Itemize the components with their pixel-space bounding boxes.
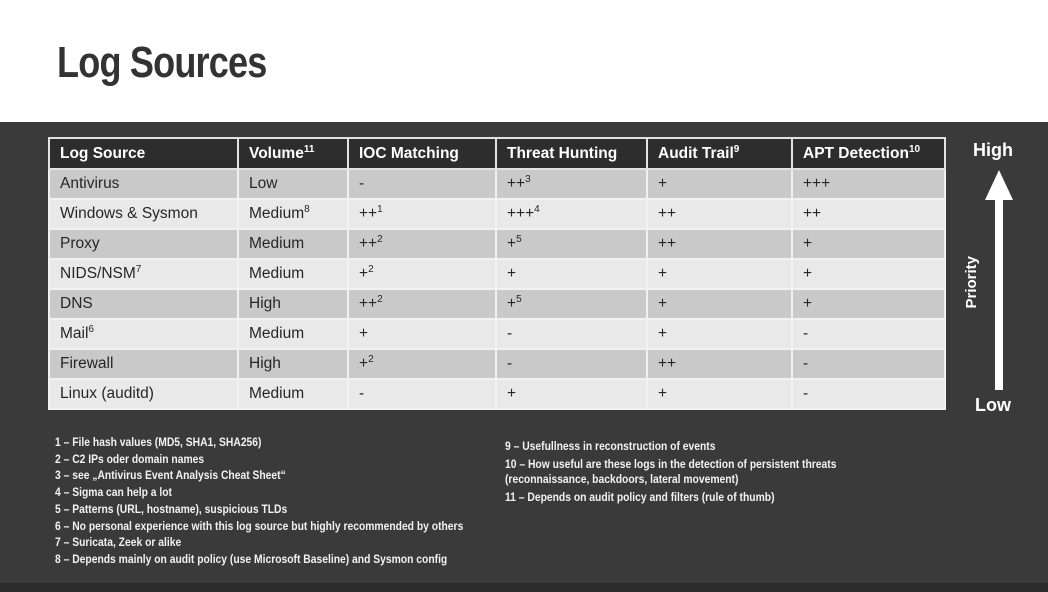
footnote-item: 11 – Depends on audit policy and filters… xyxy=(505,490,836,505)
table-cell: + xyxy=(791,228,946,260)
column-header: Log Source xyxy=(48,137,239,170)
priority-axis-label: Priority xyxy=(963,256,980,309)
table-row: DNS High ++2 +5 + + xyxy=(48,288,946,320)
table-cell: NIDS/NSM7 xyxy=(48,258,239,290)
column-header: Audit Trail9 xyxy=(646,137,793,170)
table-cell: ++3 xyxy=(495,168,648,200)
table-cell: +++ xyxy=(791,168,946,200)
table-cell: +5 xyxy=(495,228,648,260)
table-cell: ++ xyxy=(791,198,946,230)
table-cell: Medium8 xyxy=(237,198,349,230)
table-cell: +5 xyxy=(495,288,648,320)
table-cell: ++1 xyxy=(347,198,497,230)
table-cell: Proxy xyxy=(48,228,239,260)
footnote-line: 3 – see „Antivirus Event Analysis Cheat … xyxy=(55,468,286,483)
table-cell: - xyxy=(791,378,946,410)
footnote-item: 10 – How useful are these logs in the de… xyxy=(505,457,836,487)
table-cell: Mail6 xyxy=(48,318,239,350)
table-cell: High xyxy=(237,288,349,320)
table-cell: - xyxy=(347,168,497,200)
footnote-line: 10 – How useful are these logs in the de… xyxy=(505,457,837,471)
table-cell: + xyxy=(646,168,793,200)
table-cell: + xyxy=(495,378,648,410)
footnotes-right: 9 – Usefullness in reconstruction of eve… xyxy=(505,439,836,505)
priority-low-label: Low xyxy=(975,395,1011,415)
bottom-strip xyxy=(0,583,1048,592)
arrow-up-icon xyxy=(985,170,1013,200)
table-cell: + xyxy=(646,318,793,350)
table-cell: Firewall xyxy=(48,348,239,380)
footnote-line: (reconnaissance, backdoors, lateral move… xyxy=(505,472,739,486)
table-cell: + xyxy=(347,318,497,350)
table-cell: + xyxy=(791,258,946,290)
table-cell: + xyxy=(495,258,648,290)
table-cell: ++ xyxy=(646,348,793,380)
table-cell: + xyxy=(791,288,946,320)
table-cell: Medium xyxy=(237,228,349,260)
table-row: Mail6 Medium + - + - xyxy=(48,318,946,350)
table-row: Proxy Medium ++2 +5 ++ + xyxy=(48,228,946,260)
table-cell: +2 xyxy=(347,258,497,290)
column-header: APT Detection10 xyxy=(791,137,946,170)
footnote-line: 2 – C2 IPs oder domain names xyxy=(55,451,205,466)
table-body: Antivirus Low - ++3 + +++ Windows & Sysmon Medi… xyxy=(48,168,946,410)
table-cell: ++ xyxy=(646,198,793,230)
footnote-item: 9 – Usefullness in reconstruction of eve… xyxy=(505,439,836,454)
table-row: NIDS/NSM7 Medium +2 + + + xyxy=(48,258,946,290)
header-row: Log Source Volume11 IOC Matching Threat Hun… xyxy=(48,137,946,170)
table-cell: Medium xyxy=(237,258,349,290)
table-cell: - xyxy=(495,348,648,380)
table-row: Linux (auditd) Medium - + + - xyxy=(48,378,946,410)
table-cell: + xyxy=(646,288,793,320)
priority-high-label: High xyxy=(973,140,1013,160)
table-cell: High xyxy=(237,348,349,380)
table-cell: - xyxy=(791,318,946,350)
table-cell: ++2 xyxy=(347,228,497,260)
table-cell: + xyxy=(646,258,793,290)
column-header: Volume11 xyxy=(237,137,349,170)
table-cell: Low xyxy=(237,168,349,200)
table-cell: DNS xyxy=(48,288,239,320)
arrow-shaft xyxy=(995,199,1003,390)
table-cell: - xyxy=(495,318,648,350)
table-cell: + xyxy=(646,378,793,410)
log-sources-table: Log Source Volume11 IOC Matching Threat Hun… xyxy=(48,137,946,410)
table-cell: Antivirus xyxy=(48,168,239,200)
table-cell: ++ xyxy=(646,228,793,260)
table-cell: - xyxy=(347,378,497,410)
page-title: Log Sources xyxy=(57,38,267,87)
footnote-line: 9 – Usefullness in reconstruction of eve… xyxy=(505,439,716,453)
table-cell: +2 xyxy=(347,348,497,380)
footnote-line: 8 – Depends mainly on audit policy (use … xyxy=(55,551,448,566)
table-cell: - xyxy=(791,348,946,380)
column-header: IOC Matching xyxy=(347,137,497,170)
column-header: Threat Hunting xyxy=(495,137,648,170)
table-cell: Medium xyxy=(237,318,349,350)
footnotes-left: 1 – File hash values (MD5, SHA1, SHA256)… xyxy=(55,434,463,568)
table-cell: Windows & Sysmon xyxy=(48,198,239,230)
table-row: Antivirus Low - ++3 + +++ xyxy=(48,168,946,200)
table-cell: Medium xyxy=(237,378,349,410)
table-header-row: Log Source Volume11 IOC Matching Threat Hun… xyxy=(48,137,946,170)
main-panel: Log Source Volume11 IOC Matching Threat Hun… xyxy=(0,122,1048,592)
footnote-line: 5 – Patterns (URL, hostname), suspicious… xyxy=(55,501,288,516)
table-row: Windows & Sysmon Medium8 ++1 +++4 ++ ++ xyxy=(48,198,946,230)
footnote-line: 7 – Suricata, Zeek or alike xyxy=(55,535,182,550)
table-cell: +++4 xyxy=(495,198,648,230)
table-row: Firewall High +2- ++ - xyxy=(48,348,946,380)
table-cell: Linux (auditd) xyxy=(48,378,239,410)
footnote-line: 1 – File hash values (MD5, SHA1, SHA256) xyxy=(55,435,262,449)
footnote-line: 11 – Depends on audit policy and filters… xyxy=(505,490,775,504)
title-band: Log Sources xyxy=(0,0,1048,122)
table-cell: ++2 xyxy=(347,288,497,320)
footnote-line: 4 – Sigma can help a lot xyxy=(55,485,173,500)
footnote-line: 6 – No personal experience with this log… xyxy=(55,518,464,533)
